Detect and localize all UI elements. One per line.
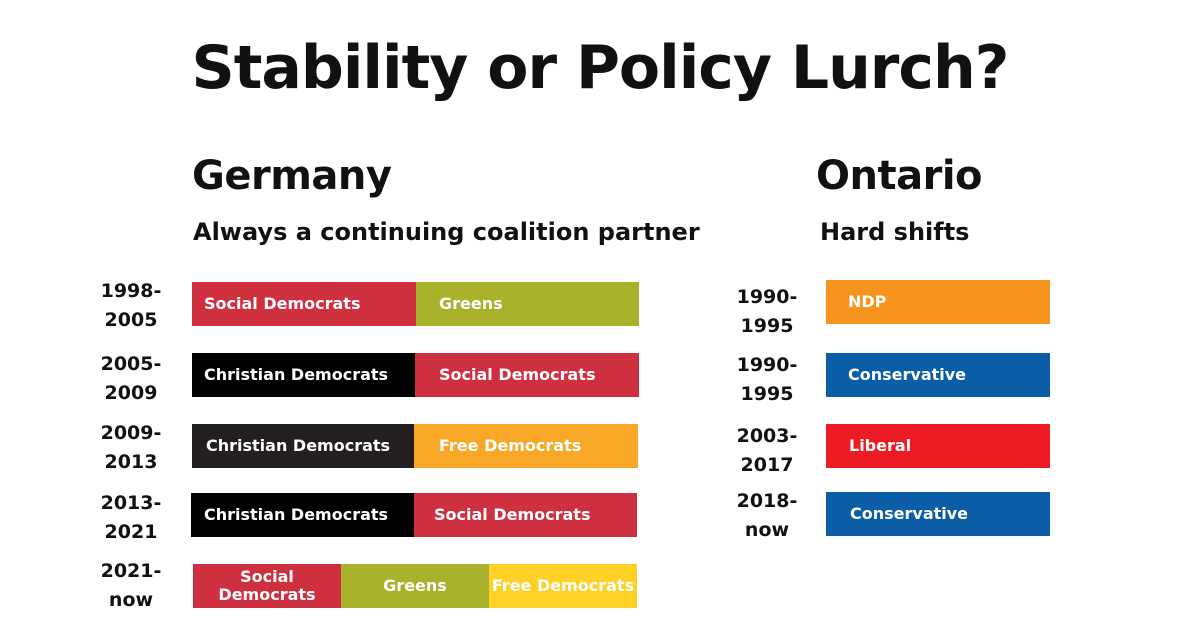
segment-social-democrats: Social Democrats [193,564,341,608]
ontario-years-3: 2003- 2017 [732,422,802,480]
segment-conservative: Conservative [826,492,1050,536]
segment-greens: Greens [341,564,489,608]
years-end: now [744,519,790,541]
germany-bar-1998: Social Democrats Greens [192,282,639,326]
ontario-heading: Ontario [816,153,983,199]
germany-subheading: Always a continuing coalition partner [193,218,700,246]
germany-years-1: 1998- 2005 [96,277,166,335]
segment-social-democrats: Social Democrats [415,353,639,397]
germany-years-5: 2021- now [96,557,166,615]
ontario-subheading: Hard shifts [820,218,970,246]
segment-conservative: Conservative [826,353,1050,397]
segment-christian-democrats: Christian Democrats [192,353,415,397]
ontario-years-4: 2018- now [732,487,802,545]
years-end: 2013 [104,451,158,473]
years-start: 2013- [100,492,162,514]
years-start: 2021- [100,560,162,582]
germany-years-3: 2009- 2013 [96,419,166,477]
germany-bar-2009: Christian Democrats Free Democrats [192,424,638,468]
segment-greens: Greens [416,282,639,326]
years-start: 2005- [100,353,162,375]
segment-social-democrats: Social Democrats [192,282,416,326]
years-start: 1998- [100,280,162,302]
germany-bar-2021: Social Democrats Greens Free Democrats [193,564,637,608]
segment-christian-democrats: Christian Democrats [191,493,414,537]
germany-bar-2005: Christian Democrats Social Democrats [192,353,639,397]
segment-christian-democrats: Christian Democrats [192,424,414,468]
years-start: 1990- [736,286,798,308]
ontario-bar-1990b: Conservative [826,353,1050,397]
germany-heading: Germany [192,153,392,199]
years-start: 1990- [736,354,798,376]
germany-bar-2013: Christian Democrats Social Democrats [191,493,637,537]
germany-years-2: 2005- 2009 [96,350,166,408]
ontario-years-1: 1990- 1995 [732,283,802,341]
segment-free-democrats: Free Democrats [489,564,637,608]
ontario-years-2: 1990- 1995 [732,351,802,409]
years-start: 2018- [736,490,798,512]
years-end: 2009 [104,382,158,404]
segment-free-democrats: Free Democrats [414,424,638,468]
years-start: 2009- [100,422,162,444]
page-title: Stability or Policy Lurch? [191,33,1010,103]
ontario-bar-2018: Conservative [826,492,1050,536]
years-end: 1995 [740,383,794,405]
years-end: now [108,589,154,611]
segment-ndp: NDP [826,280,1050,324]
ontario-bar-1990: NDP [826,280,1050,324]
ontario-bar-2003: Liberal [826,424,1050,468]
segment-social-democrats: Social Democrats [414,493,637,537]
years-end: 2017 [740,454,794,476]
years-end: 2021 [104,521,158,543]
years-start: 2003- [736,425,798,447]
years-end: 2005 [104,309,158,331]
segment-liberal: Liberal [826,424,1050,468]
years-end: 1995 [740,315,794,337]
germany-years-4: 2013- 2021 [96,489,166,547]
